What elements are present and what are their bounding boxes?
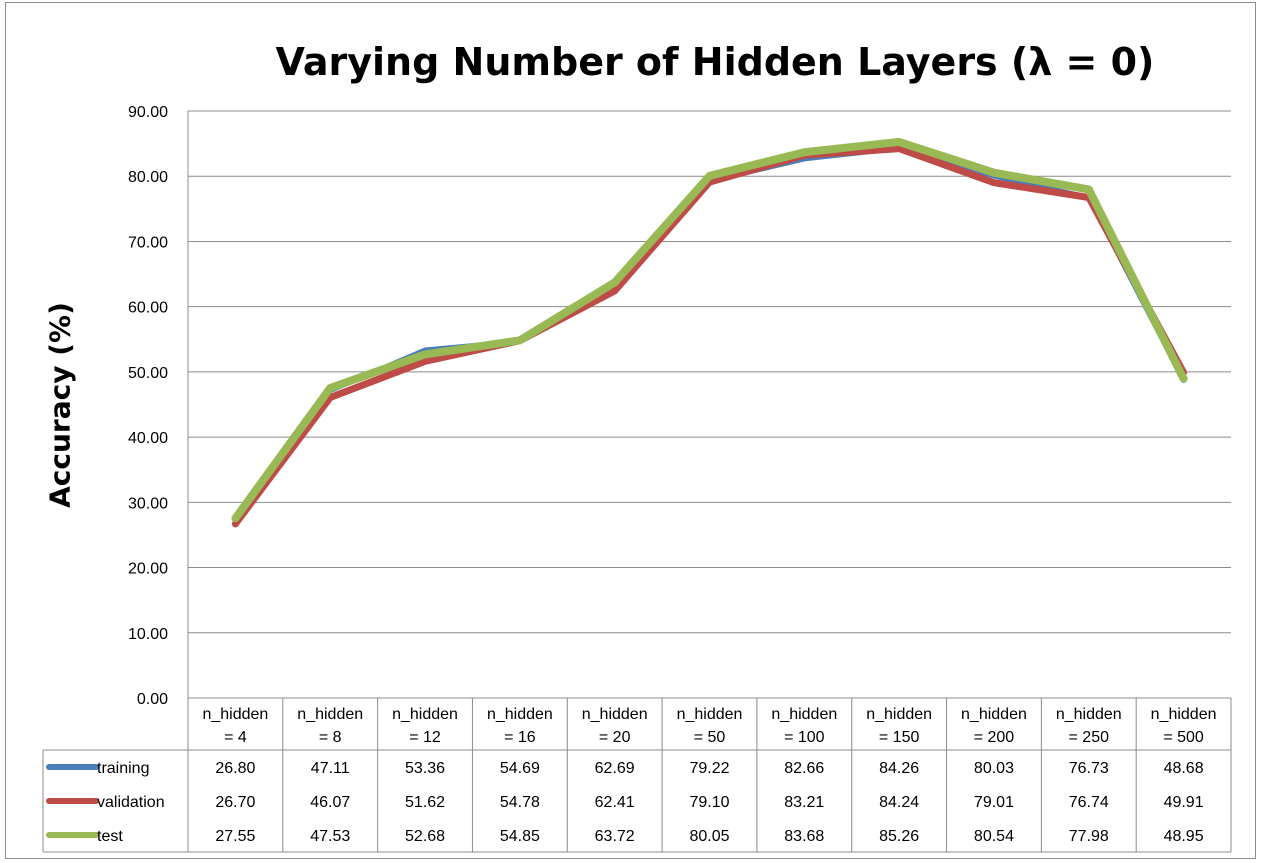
data-label: 83.68 xyxy=(784,828,824,845)
y-tick-label: 50.00 xyxy=(128,365,168,382)
x-tick-label: = 16 xyxy=(504,729,536,746)
data-label: 80.54 xyxy=(974,828,1014,845)
x-tick-label: = 100 xyxy=(784,729,825,746)
x-tick-label: n_hidden xyxy=(202,706,268,723)
x-tick-label: = 4 xyxy=(224,729,247,746)
data-label: 47.53 xyxy=(310,828,350,845)
data-label: 26.70 xyxy=(215,794,255,811)
x-tick-label: n_hidden xyxy=(866,706,932,723)
data-label: 62.41 xyxy=(595,794,635,811)
data-label: 83.21 xyxy=(784,794,824,811)
y-tick-label: 60.00 xyxy=(128,300,168,317)
series-line-training xyxy=(232,145,1187,526)
x-tick-label: n_hidden xyxy=(771,706,837,723)
data-label: 80.03 xyxy=(974,760,1014,777)
data-label: 54.78 xyxy=(500,794,540,811)
data-label: 47.11 xyxy=(311,760,350,777)
data-label: 84.24 xyxy=(879,794,919,811)
data-label: 48.95 xyxy=(1164,828,1204,845)
x-tick-label: n_hidden xyxy=(1056,706,1122,723)
x-tick-label: = 500 xyxy=(1163,729,1204,746)
data-label: 53.36 xyxy=(405,760,445,777)
data-label: 80.05 xyxy=(689,828,729,845)
x-tick-label: = 8 xyxy=(319,729,342,746)
x-tick-label: = 200 xyxy=(974,729,1015,746)
data-label: 79.22 xyxy=(689,760,729,777)
data-label: 79.10 xyxy=(689,794,729,811)
x-tick-label: n_hidden xyxy=(297,706,363,723)
data-label: 52.68 xyxy=(405,828,445,845)
series-line-validation xyxy=(231,145,1188,528)
x-tick-label: = 150 xyxy=(879,729,920,746)
y-tick-label: 80.00 xyxy=(128,169,168,186)
legend-label-test: test xyxy=(97,828,123,845)
y-tick-label: 20.00 xyxy=(128,561,168,578)
data-label: 82.66 xyxy=(784,760,824,777)
data-label: 51.62 xyxy=(405,794,445,811)
data-label: 76.74 xyxy=(1069,794,1109,811)
series-line-test xyxy=(231,137,1188,523)
x-tick-label: = 12 xyxy=(409,729,441,746)
data-label: 54.85 xyxy=(500,828,540,845)
x-tick-label: = 50 xyxy=(694,729,726,746)
x-tick-label: n_hidden xyxy=(582,706,648,723)
x-tick-label: = 250 xyxy=(1069,729,1110,746)
y-tick-label: 70.00 xyxy=(128,234,168,251)
x-tick-label: n_hidden xyxy=(961,706,1027,723)
data-label: 49.91 xyxy=(1164,794,1204,811)
x-tick-label: n_hidden xyxy=(1151,706,1217,723)
x-tick-label: n_hidden xyxy=(487,706,553,723)
data-label: 46.07 xyxy=(310,794,350,811)
data-label: 79.01 xyxy=(974,794,1014,811)
data-label: 85.26 xyxy=(879,828,919,845)
y-tick-label: 40.00 xyxy=(128,430,168,447)
data-label: 63.72 xyxy=(595,828,635,845)
data-label: 62.69 xyxy=(595,760,635,777)
x-tick-label: n_hidden xyxy=(392,706,458,723)
data-label: 77.98 xyxy=(1069,828,1109,845)
x-tick-label: = 20 xyxy=(599,729,631,746)
data-label: 26.80 xyxy=(215,760,255,777)
data-label: 48.68 xyxy=(1164,760,1204,777)
chart-frame xyxy=(5,2,1256,859)
y-tick-label: 10.00 xyxy=(128,626,168,643)
data-label: 84.26 xyxy=(879,760,919,777)
chart-title: Varying Number of Hidden Layers (λ = 0) xyxy=(275,40,1155,84)
y-tick-label: 0.00 xyxy=(137,691,168,708)
legend-label-validation: validation xyxy=(97,794,165,811)
data-label: 76.73 xyxy=(1069,760,1109,777)
y-tick-label: 30.00 xyxy=(128,495,168,512)
legend-label-training: training xyxy=(97,760,149,777)
y-tick-label: 90.00 xyxy=(128,104,168,121)
data-label: 27.55 xyxy=(215,828,255,845)
data-label: 54.69 xyxy=(500,760,540,777)
x-tick-label: n_hidden xyxy=(677,706,743,723)
